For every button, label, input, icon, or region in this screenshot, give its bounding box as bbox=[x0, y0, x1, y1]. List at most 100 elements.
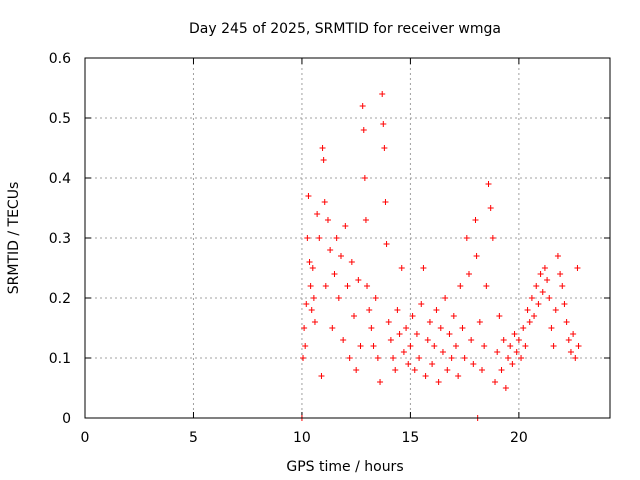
data-point bbox=[444, 367, 451, 373]
data-point bbox=[335, 295, 342, 301]
data-point bbox=[528, 295, 535, 301]
data-point bbox=[353, 367, 360, 373]
x-tick-label: 20 bbox=[510, 430, 528, 446]
data-point bbox=[479, 367, 486, 373]
data-point bbox=[535, 301, 542, 307]
data-point bbox=[567, 349, 574, 355]
data-point bbox=[366, 307, 373, 313]
data-point bbox=[465, 271, 472, 277]
data-point bbox=[362, 217, 369, 223]
x-tick-label: 0 bbox=[81, 430, 90, 446]
data-point bbox=[396, 331, 403, 337]
data-point bbox=[489, 235, 496, 241]
data-point bbox=[416, 355, 423, 361]
data-point bbox=[450, 313, 457, 319]
data-point bbox=[565, 337, 572, 343]
data-point bbox=[455, 373, 462, 379]
data-point bbox=[319, 145, 326, 151]
data-point bbox=[559, 283, 566, 289]
data-point bbox=[379, 91, 386, 97]
data-point bbox=[359, 103, 366, 109]
data-point bbox=[470, 361, 477, 367]
data-point bbox=[364, 283, 371, 289]
data-point bbox=[324, 217, 331, 223]
data-point bbox=[301, 325, 308, 331]
data-point bbox=[563, 319, 570, 325]
x-tick-label: 10 bbox=[293, 430, 311, 446]
data-point bbox=[300, 355, 307, 361]
data-point bbox=[370, 343, 377, 349]
grid bbox=[85, 58, 610, 418]
x-axis-label: GPS time / hours bbox=[286, 459, 403, 475]
data-point bbox=[302, 343, 309, 349]
data-point bbox=[305, 193, 312, 199]
data-point bbox=[310, 295, 317, 301]
data-point bbox=[418, 301, 425, 307]
data-point bbox=[500, 337, 507, 343]
data-point bbox=[420, 265, 427, 271]
data-point bbox=[331, 271, 338, 277]
y-axis-label: SRMTID / TECUs bbox=[6, 182, 22, 295]
x-tick-label: 15 bbox=[401, 430, 419, 446]
data-point bbox=[344, 283, 351, 289]
data-point bbox=[394, 307, 401, 313]
data-point bbox=[390, 355, 397, 361]
data-point bbox=[498, 367, 505, 373]
data-point bbox=[309, 265, 316, 271]
data-point bbox=[505, 355, 512, 361]
data-point bbox=[518, 355, 525, 361]
data-point bbox=[452, 343, 459, 349]
data-point bbox=[487, 205, 494, 211]
data-point bbox=[431, 343, 438, 349]
data-point bbox=[483, 283, 490, 289]
data-point bbox=[383, 241, 390, 247]
data-point bbox=[575, 343, 582, 349]
data-point bbox=[481, 343, 488, 349]
data-point bbox=[544, 277, 551, 283]
data-point bbox=[361, 175, 368, 181]
data-point bbox=[429, 361, 436, 367]
plot-frame bbox=[84, 57, 611, 419]
data-point bbox=[351, 313, 358, 319]
data-point bbox=[407, 343, 414, 349]
y-tick-label: 0.4 bbox=[49, 171, 71, 187]
data-point bbox=[457, 283, 464, 289]
x-tick-label: 5 bbox=[189, 430, 198, 446]
data-point bbox=[502, 385, 509, 391]
y-tick-label: 0 bbox=[62, 411, 71, 427]
data-point bbox=[561, 301, 568, 307]
data-point bbox=[537, 271, 544, 277]
data-point bbox=[329, 325, 336, 331]
data-point bbox=[318, 373, 325, 379]
y-tick-label: 0.5 bbox=[49, 111, 71, 127]
data-point bbox=[509, 361, 516, 367]
data-point bbox=[346, 355, 353, 361]
y-tick-label: 0.2 bbox=[49, 291, 71, 307]
data-point bbox=[492, 379, 499, 385]
data-point bbox=[554, 253, 561, 259]
data-point bbox=[382, 199, 389, 205]
data-point bbox=[448, 355, 455, 361]
data-point bbox=[392, 367, 399, 373]
data-point bbox=[320, 157, 327, 163]
data-point bbox=[387, 337, 394, 343]
data-point bbox=[342, 223, 349, 229]
data-point bbox=[485, 181, 492, 187]
data-point bbox=[377, 379, 384, 385]
data-point bbox=[496, 313, 503, 319]
y-tick-label: 0.3 bbox=[49, 231, 71, 247]
data-point bbox=[520, 325, 527, 331]
data-point bbox=[403, 325, 410, 331]
data-point bbox=[513, 349, 520, 355]
chart-title: Day 245 of 2025, SRMTID for receiver wmg… bbox=[189, 21, 501, 37]
ticks: 0 0.1 0.2 0.3 0.4 0.5 0.6 0 5 10 15 20 bbox=[49, 51, 610, 446]
data-point bbox=[385, 319, 392, 325]
data-point bbox=[400, 349, 407, 355]
data-point bbox=[437, 325, 444, 331]
data-point bbox=[524, 307, 531, 313]
data-point bbox=[522, 343, 529, 349]
data-point bbox=[426, 319, 433, 325]
data-point bbox=[439, 349, 446, 355]
data-point bbox=[442, 295, 449, 301]
data-point bbox=[337, 253, 344, 259]
